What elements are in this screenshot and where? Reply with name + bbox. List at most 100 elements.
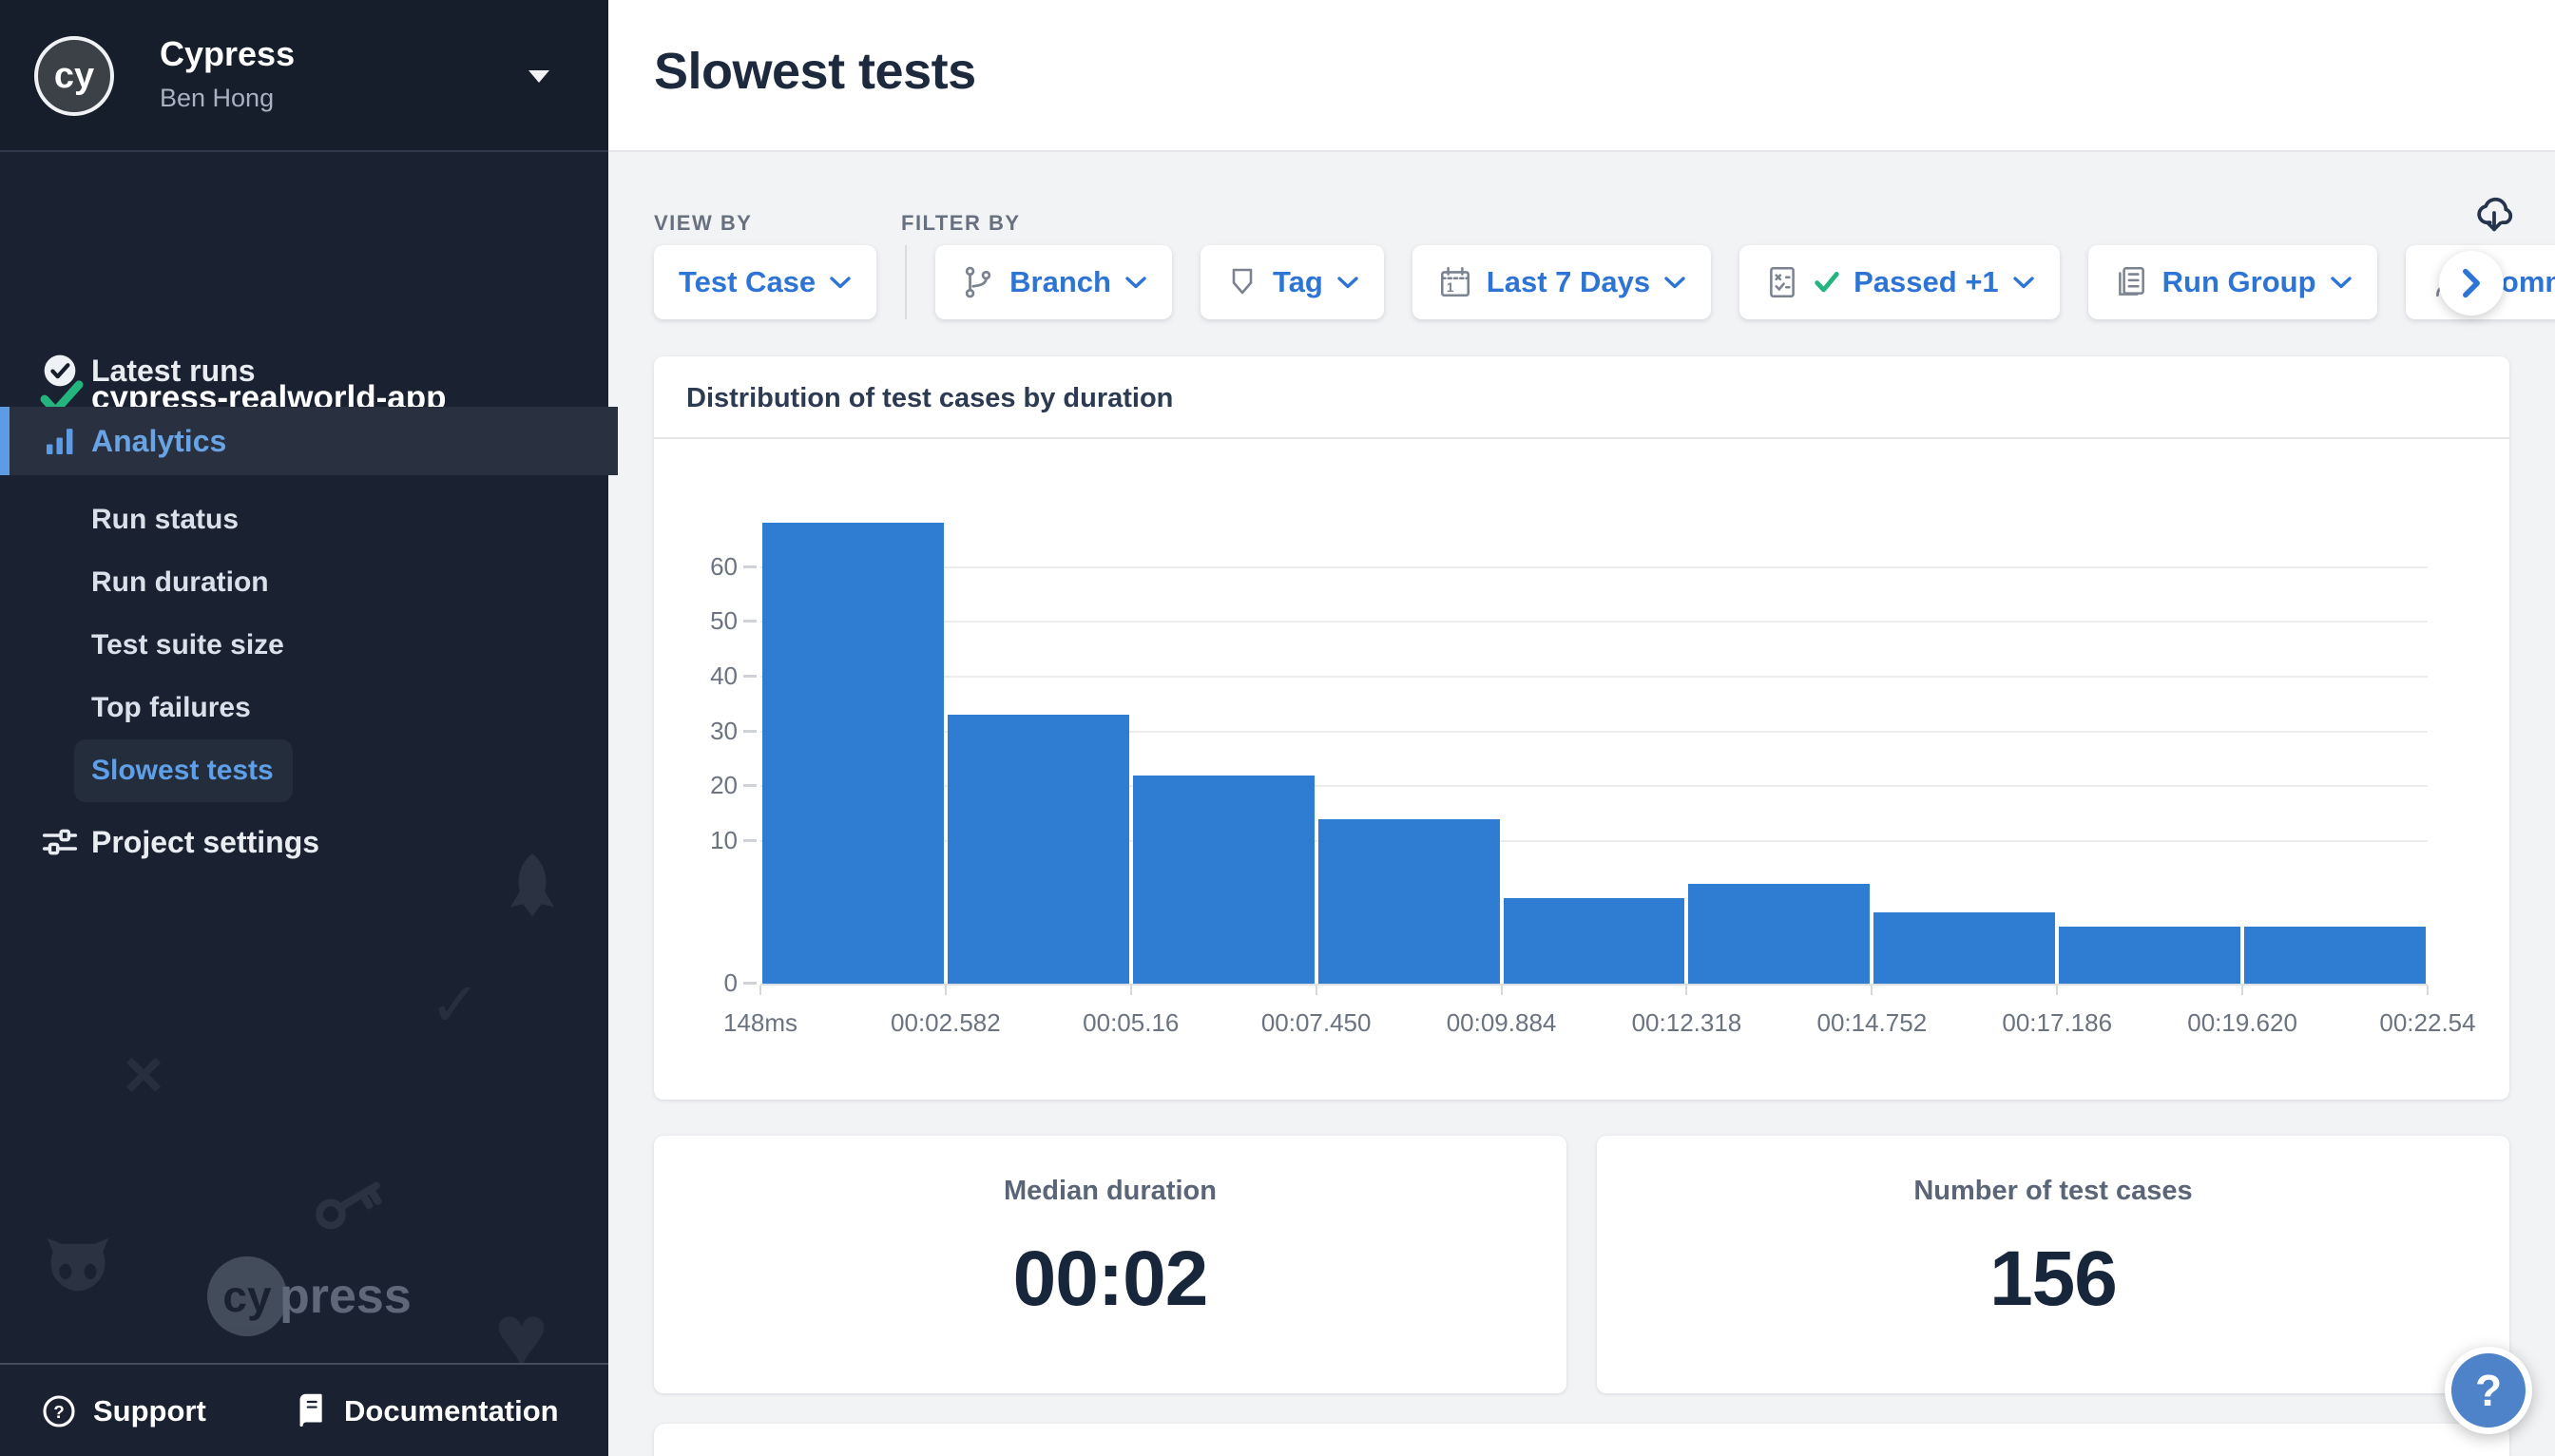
stat-card-number-of-test-cases: Number of test cases 156 [1597, 1136, 2509, 1393]
y-tick-mark [743, 784, 757, 788]
chevron-down-icon [1663, 276, 1686, 290]
x-tick-label: 00:12.318 [1631, 1008, 1742, 1037]
gridline [760, 840, 2428, 842]
x-tick-label: 00:19.620 [2187, 1008, 2297, 1037]
histogram-bar [1503, 898, 1685, 984]
check-circle-icon [40, 351, 80, 391]
key-watermark-icon [314, 1177, 388, 1232]
histogram-bar [1132, 775, 1315, 984]
y-tick-mark [743, 982, 757, 985]
cypress-watermark-logo: cy press [207, 1256, 412, 1336]
user-name: Ben Hong [160, 84, 275, 112]
chart-card-header: Distribution of test cases by duration [654, 356, 2509, 439]
filter-bar: Test Case Branch Tag 1 Last 7 Days Passed +1 R… [654, 245, 2555, 319]
x-tick-mark [2241, 986, 2244, 995]
x-tick-label: 148ms [722, 1008, 798, 1037]
view-by-chip-test-case[interactable]: Test Case [654, 245, 877, 319]
stat-label: Number of test cases [1913, 1176, 2193, 1206]
x-tick-mark [1685, 986, 1688, 995]
x-tick-label: 00:17.186 [2002, 1008, 2113, 1037]
support-link[interactable]: ? Support [40, 1365, 206, 1456]
sidebar-item-analytics[interactable]: Analytics [0, 407, 618, 475]
histogram-bar [1317, 818, 1500, 984]
x-tick-mark [944, 986, 947, 995]
x-tick-mark [1871, 986, 1873, 995]
duration-histogram: 0 10 20 30 40 50 60 148ms 00:02.582 00:05.16 00:07… [710, 475, 2476, 1037]
sidebar-item-label: Project settings [91, 824, 320, 859]
x-tick-mark [2427, 986, 2429, 995]
gridline [760, 730, 2428, 733]
chip-label: Last 7 Days [1486, 265, 1651, 298]
svg-text:1: 1 [1447, 280, 1454, 295]
sidebar-item-project-settings[interactable]: Project settings [0, 808, 608, 876]
y-tick-mark [743, 565, 757, 568]
gridline [760, 621, 2428, 623]
chevron-down-icon [528, 70, 549, 83]
sidebar-subitem-top-failures[interactable]: Top failures [91, 692, 251, 723]
filter-by-label: FILTER BY [901, 211, 1021, 235]
x-tick-mark [1315, 986, 1317, 995]
sidebar-subitem-slowest-tests[interactable]: Slowest tests [74, 739, 293, 802]
filter-by-chip-passed-1[interactable]: Passed +1 [1739, 245, 2060, 319]
histogram-bar [947, 715, 1129, 984]
bar-chart-icon [40, 421, 80, 461]
y-tick-mark [743, 729, 757, 733]
x-watermark-icon: × [124, 1037, 164, 1113]
histogram-bar [2059, 927, 2241, 984]
histogram-bar [1688, 884, 1871, 984]
help-circle-icon: ? [40, 1392, 78, 1430]
sidebar-subitem-run-status[interactable]: Run status [91, 504, 240, 535]
gridline [760, 785, 2428, 788]
chevron-down-icon [1124, 276, 1147, 290]
git-branch-icon [960, 264, 996, 300]
filter-by-chip-last-7-days[interactable]: 1 Last 7 Days [1412, 245, 1712, 319]
sidebar-item-label: Latest runs [91, 353, 256, 388]
histogram-bar [1873, 912, 2056, 984]
book-icon [291, 1392, 329, 1430]
chart-title: Distribution of test cases by duration [686, 383, 1174, 413]
x-tick-label: 00:07.450 [1260, 1008, 1372, 1037]
x-tick-label: 00:22.54 [2379, 1008, 2476, 1037]
y-tick-mark [743, 620, 757, 623]
sidebar-subitem-test-suite-size[interactable]: Test suite size [91, 629, 284, 661]
x-tick-mark [2056, 986, 2059, 995]
filter-bar-divider [905, 245, 908, 319]
sidebar: cy Cypress Ben Hong cypress-realworld-ap… [0, 0, 618, 1456]
cloud-download-icon[interactable] [2468, 186, 2521, 239]
documentation-label: Documentation [344, 1394, 559, 1427]
sidebar-item-label: Analytics [91, 423, 227, 458]
octocat-watermark-icon [42, 1236, 114, 1302]
y-tick-label: 50 [710, 606, 738, 636]
chevron-down-icon [2330, 276, 2353, 290]
help-button[interactable]: ? [2445, 1347, 2532, 1434]
page-header: Slowest tests [608, 0, 2555, 152]
y-tick-label: 20 [710, 771, 738, 800]
sidebar-item-latest-runs[interactable]: Latest runs [0, 336, 608, 405]
cypress-watermark-cy: cy [207, 1256, 287, 1336]
checklist-icon [1764, 264, 1800, 300]
x-tick-mark [1500, 986, 1503, 995]
chip-label: Test Case [679, 265, 816, 298]
stat-value: 00:02 [1012, 1236, 1209, 1322]
stats-row: Median duration 00:02 Number of test cases… [654, 1136, 2509, 1393]
check-watermark-icon: ✓ [430, 970, 481, 1039]
org-name: Cypress [160, 34, 296, 73]
sidebar-footer: ? Support Documentation [0, 1363, 608, 1456]
sidebar-subitem-run-duration[interactable]: Run duration [91, 566, 269, 598]
org-switcher[interactable]: cy Cypress Ben Hong [0, 0, 608, 152]
run-group-icon [2113, 264, 2149, 300]
scroll-filters-right-button[interactable] [2439, 251, 2504, 316]
chip-label: Branch [1009, 265, 1111, 298]
calendar-icon: 1 [1437, 264, 1473, 300]
project-header: cypress-realworld-app View all projects [0, 186, 608, 454]
documentation-link[interactable]: Documentation [291, 1365, 559, 1456]
help-button-label: ? [2474, 1366, 2503, 1415]
filter-by-chip-run-group[interactable]: Run Group [2087, 245, 2377, 319]
filter-by-chip-tag[interactable]: Tag [1200, 245, 1384, 319]
chevron-down-icon [829, 276, 852, 290]
support-label: Support [93, 1394, 206, 1427]
gridline [760, 675, 2428, 678]
filter-by-chip-branch[interactable]: Branch [935, 245, 1172, 319]
svg-text:?: ? [53, 1403, 65, 1423]
